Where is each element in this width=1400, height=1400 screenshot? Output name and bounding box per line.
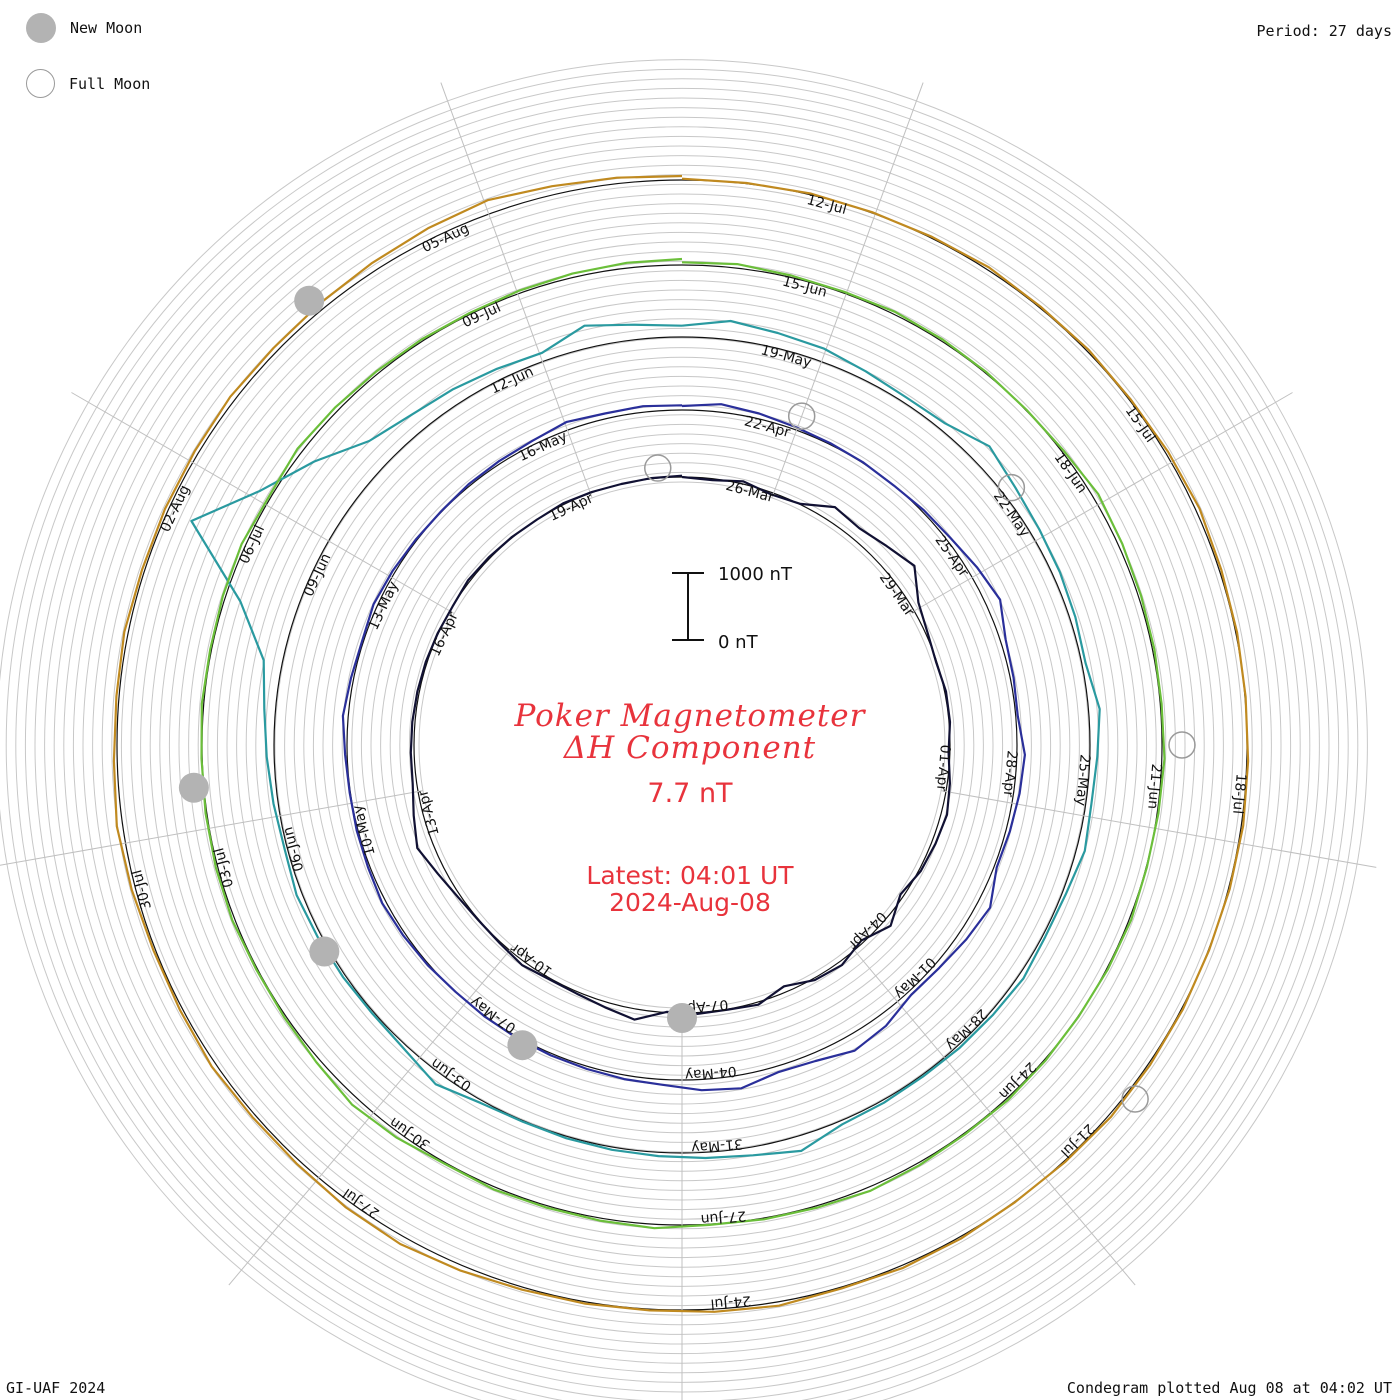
date-label: 27-Jun bbox=[700, 1207, 747, 1227]
latest-time: Latest: 04:01 UT bbox=[586, 861, 794, 890]
series-line-10-Jul bbox=[112, 174, 1250, 1313]
new-moon-icon bbox=[26, 13, 56, 43]
date-label: 04-May bbox=[684, 1063, 737, 1083]
full-moon-marker bbox=[1168, 731, 1196, 759]
date-label: 13-May bbox=[366, 579, 402, 633]
full-moon-marker bbox=[1121, 1085, 1149, 1113]
date-label: 26-Mar bbox=[724, 478, 776, 506]
grid-ring bbox=[5, 68, 1359, 1400]
series-line-17-May bbox=[190, 319, 1101, 1160]
date-label: 01-Apr bbox=[933, 744, 953, 792]
date-label: 25-May bbox=[1072, 754, 1092, 807]
chart-title-line1: Poker Magnetometer bbox=[514, 698, 866, 734]
plotted-label: Condegram plotted Aug 08 at 04:02 UT bbox=[1066, 1379, 1392, 1397]
date-label: 18-Jul bbox=[1229, 773, 1248, 815]
series-line-20-Apr bbox=[341, 403, 1026, 1092]
new-moon-marker bbox=[309, 936, 340, 967]
date-label: 21-Jul bbox=[1057, 1120, 1097, 1160]
date-label: 10-May bbox=[350, 803, 379, 857]
new-moon-marker bbox=[178, 772, 209, 803]
full-moon-marker bbox=[644, 454, 672, 482]
full-moon-label: Full Moon bbox=[69, 74, 151, 93]
new-moon-marker bbox=[507, 1030, 538, 1061]
date-label: 21-Jun bbox=[1144, 763, 1164, 810]
current-value: 7.7 nT bbox=[647, 778, 733, 809]
full-moon-marker bbox=[787, 402, 816, 430]
scale-top-label: 1000 nT bbox=[718, 564, 793, 585]
grid-ring bbox=[0, 59, 1368, 1400]
date-label: 12-Jul bbox=[805, 192, 848, 218]
day-spoke bbox=[228, 946, 514, 1286]
date-label: 24-Jun bbox=[995, 1058, 1039, 1102]
date-label: 01-May bbox=[891, 954, 939, 1002]
grid-ring bbox=[25, 88, 1339, 1400]
day-spoke bbox=[0, 790, 424, 866]
day-spoke bbox=[940, 790, 1377, 868]
day-spokes bbox=[0, 82, 1377, 1400]
latest-date: 2024-Aug-08 bbox=[609, 888, 771, 917]
day-spoke bbox=[850, 946, 1136, 1286]
credit-label: GI-UAF 2024 bbox=[6, 1379, 106, 1397]
grid-ring bbox=[15, 78, 1349, 1400]
date-label: 09-Jun bbox=[301, 551, 335, 599]
legend-new-moon: New Moon bbox=[26, 13, 142, 43]
new-moon-marker bbox=[667, 1003, 697, 1033]
period-label: Period: 27 days bbox=[1256, 22, 1392, 40]
full-moon-icon bbox=[26, 69, 55, 98]
legend-full-moon: Full Moon bbox=[26, 69, 150, 98]
date-label: 31-May bbox=[691, 1135, 744, 1155]
day-spoke bbox=[909, 392, 1293, 614]
day-spoke bbox=[440, 82, 593, 499]
date-label: 22-May bbox=[990, 489, 1033, 541]
chart-title-line2: ΔH Component bbox=[563, 730, 817, 766]
series-line-13-Jun bbox=[200, 257, 1166, 1230]
scale-bar: 1000 nT 0 nT bbox=[672, 564, 793, 653]
date-label: 28-Apr bbox=[1000, 750, 1020, 798]
full-moon-marker bbox=[997, 473, 1026, 502]
new-moon-label: New Moon bbox=[70, 19, 143, 37]
date-label: 24-Jul bbox=[710, 1292, 752, 1311]
date-label: 03-Jun bbox=[428, 1055, 474, 1094]
series-layer bbox=[112, 174, 1250, 1313]
day-spoke bbox=[71, 392, 455, 614]
scale-bottom-label: 0 nT bbox=[718, 632, 759, 653]
moon-markers bbox=[178, 285, 1196, 1113]
new-moon-marker bbox=[294, 285, 325, 316]
